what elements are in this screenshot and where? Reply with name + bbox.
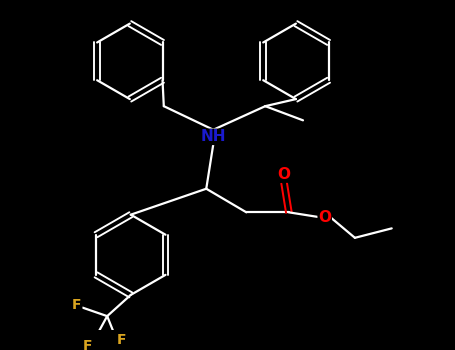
- Text: F: F: [83, 339, 92, 350]
- Text: NH: NH: [201, 130, 226, 144]
- Text: O: O: [278, 167, 291, 182]
- Text: O: O: [318, 210, 331, 225]
- Text: F: F: [72, 298, 82, 312]
- Text: F: F: [116, 333, 126, 347]
